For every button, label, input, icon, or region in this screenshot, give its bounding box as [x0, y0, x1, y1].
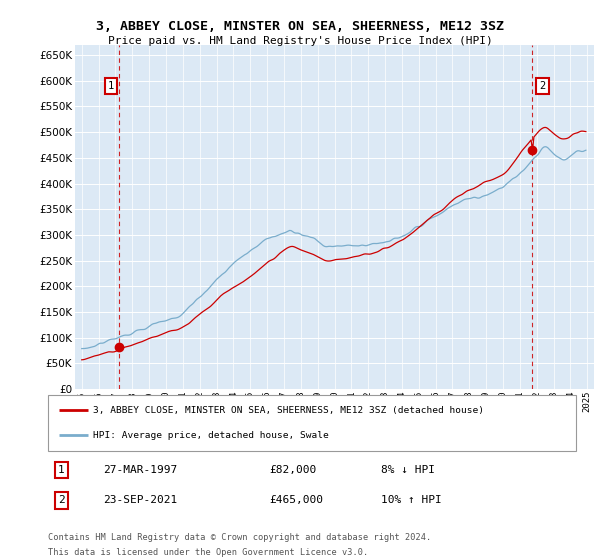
Text: 8% ↓ HPI: 8% ↓ HPI [380, 465, 434, 475]
Text: Contains HM Land Registry data © Crown copyright and database right 2024.: Contains HM Land Registry data © Crown c… [48, 533, 431, 542]
Text: This data is licensed under the Open Government Licence v3.0.: This data is licensed under the Open Gov… [48, 548, 368, 557]
FancyBboxPatch shape [48, 395, 576, 451]
Text: 3, ABBEY CLOSE, MINSTER ON SEA, SHEERNESS, ME12 3SZ (detached house): 3, ABBEY CLOSE, MINSTER ON SEA, SHEERNES… [93, 406, 484, 415]
Text: 1: 1 [58, 465, 65, 475]
Text: 2: 2 [58, 496, 65, 506]
Text: 23-SEP-2021: 23-SEP-2021 [103, 496, 178, 506]
Text: £465,000: £465,000 [270, 496, 324, 506]
Text: 3, ABBEY CLOSE, MINSTER ON SEA, SHEERNESS, ME12 3SZ: 3, ABBEY CLOSE, MINSTER ON SEA, SHEERNES… [96, 20, 504, 32]
Text: £82,000: £82,000 [270, 465, 317, 475]
Text: 27-MAR-1997: 27-MAR-1997 [103, 465, 178, 475]
Text: 1: 1 [108, 81, 114, 91]
Text: 2: 2 [539, 81, 545, 91]
Text: 10% ↑ HPI: 10% ↑ HPI [380, 496, 442, 506]
Text: HPI: Average price, detached house, Swale: HPI: Average price, detached house, Swal… [93, 431, 329, 440]
Text: Price paid vs. HM Land Registry's House Price Index (HPI): Price paid vs. HM Land Registry's House … [107, 36, 493, 46]
